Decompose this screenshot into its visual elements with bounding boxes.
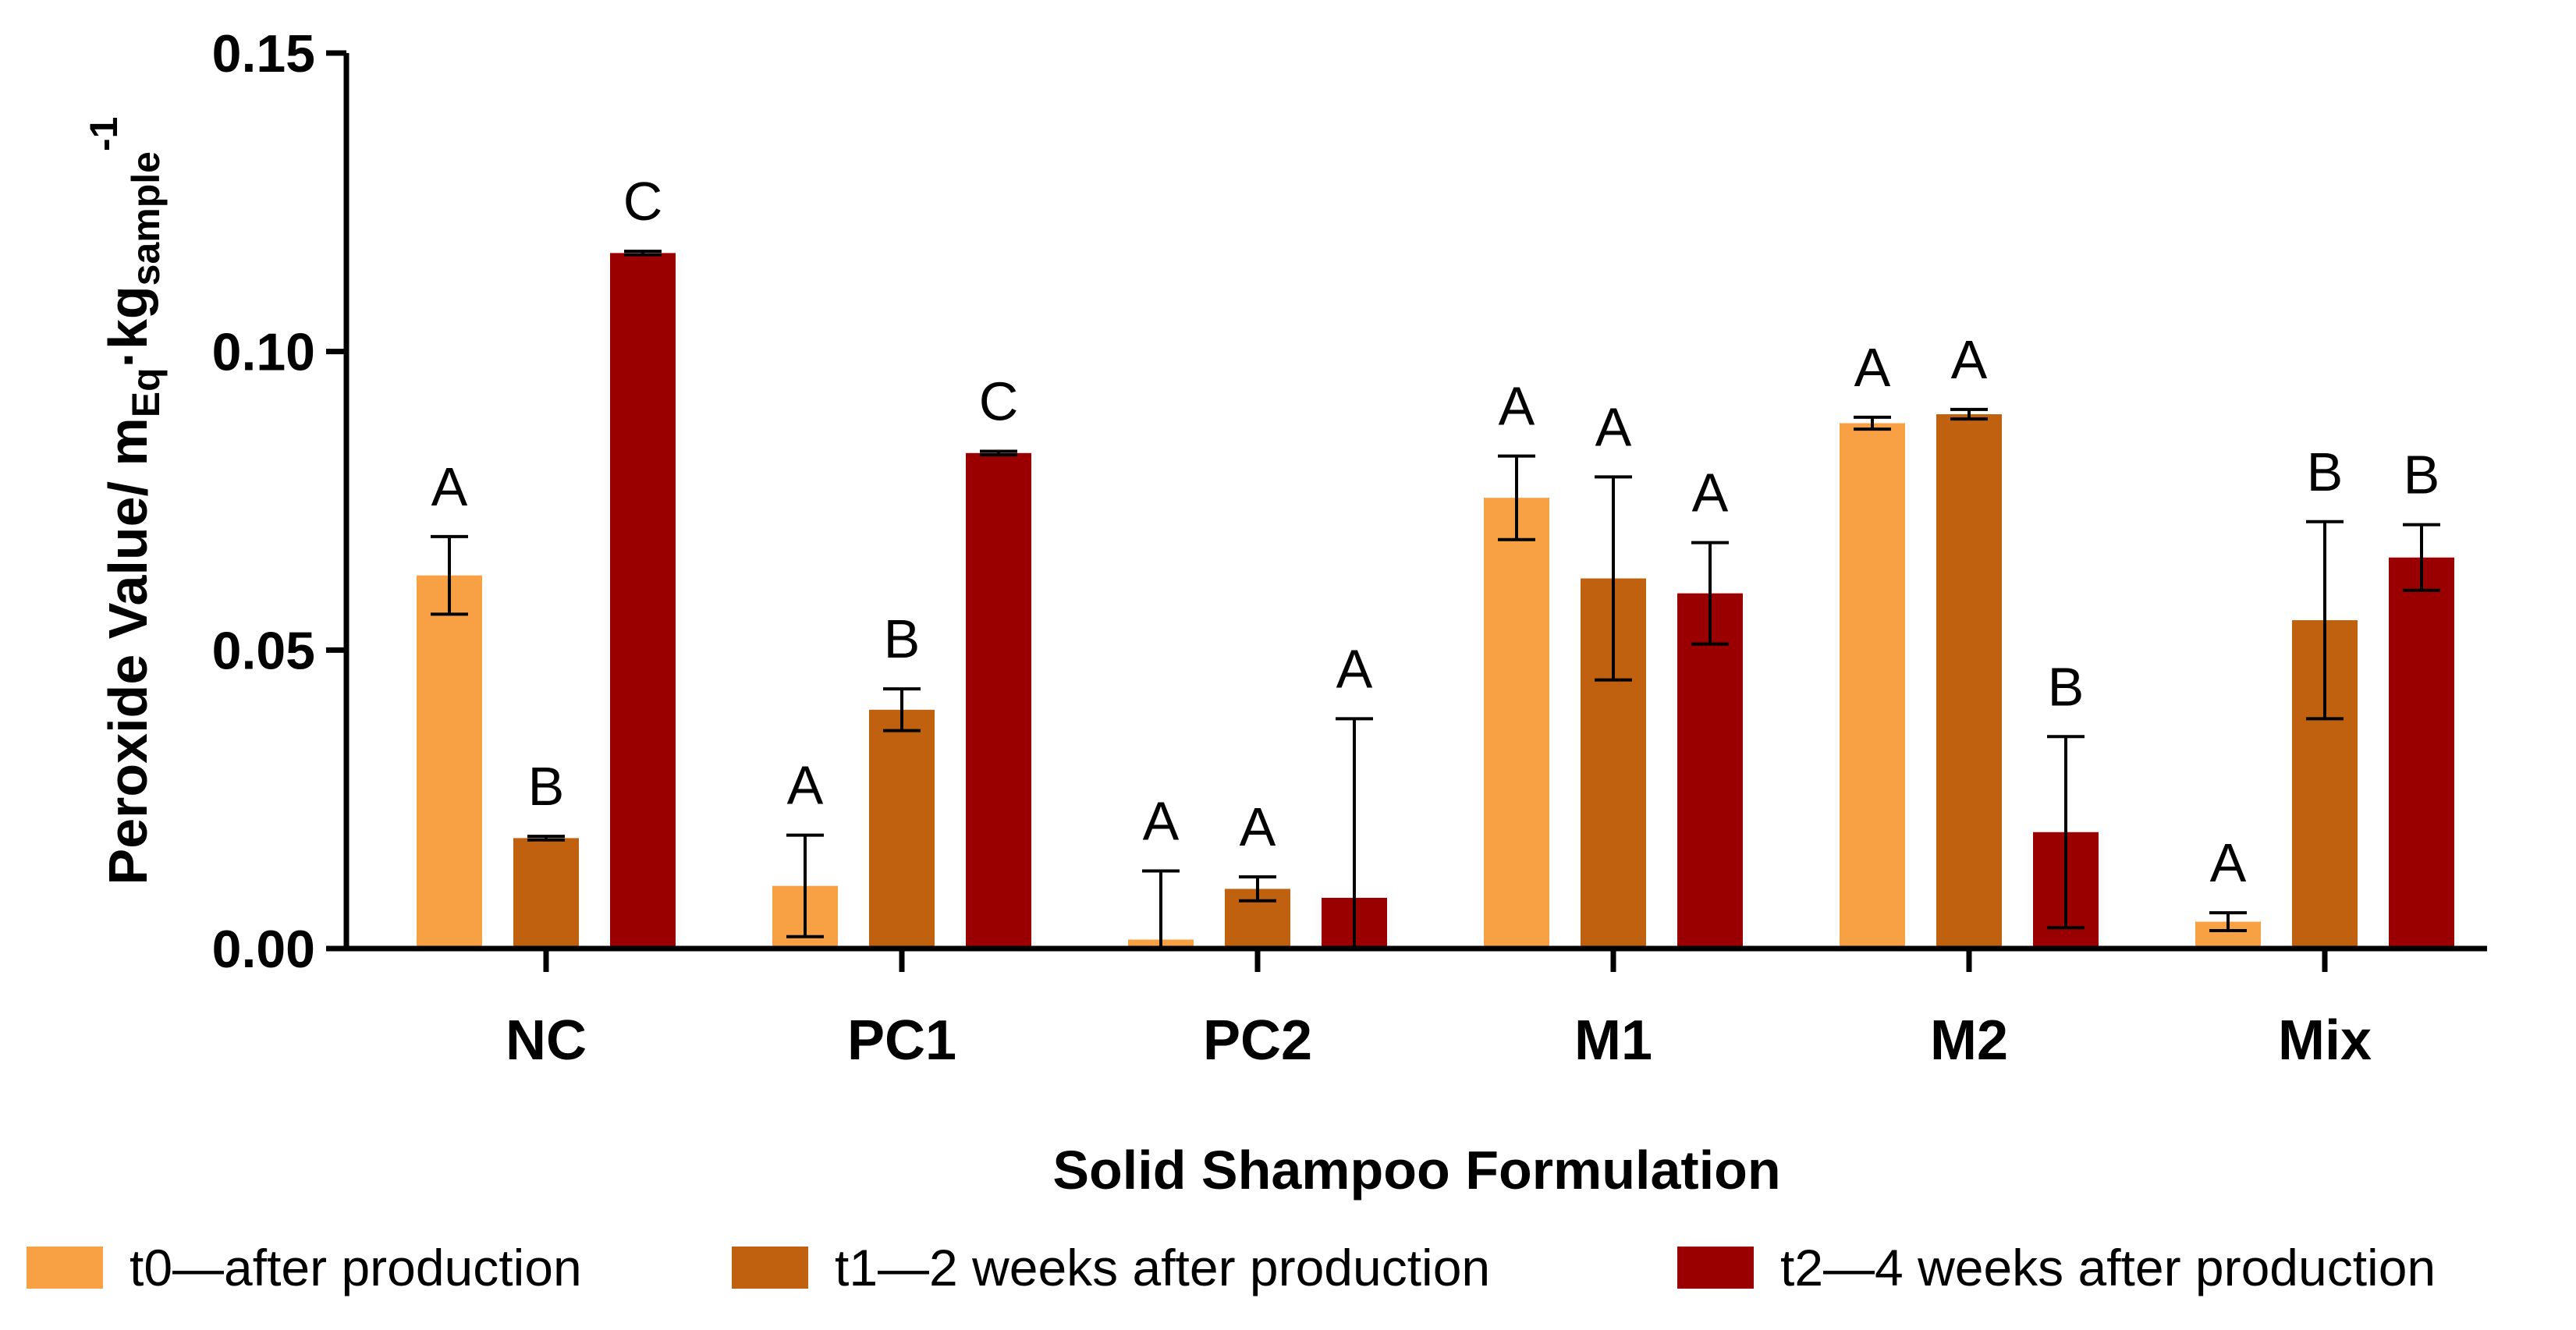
legend-label-s2: t2—4 weeks after production xyxy=(1780,1239,2436,1296)
x-tick-label: M2 xyxy=(1930,1009,2008,1072)
x-tick-label: M1 xyxy=(1574,1009,1652,1072)
legend-layer: t0—after production t1—2 weeks after prod… xyxy=(27,1239,2436,1296)
y-tick-label: 0.05 xyxy=(212,621,315,680)
significance-letter-PC1-s2: C xyxy=(979,371,1019,431)
significance-letter-M1-s1: A xyxy=(1595,396,1632,457)
error-bars-layer xyxy=(431,250,2440,950)
legend-swatch-s1 xyxy=(732,1247,808,1289)
y-tick-label: 0.00 xyxy=(212,920,315,979)
legend-swatch-s2 xyxy=(1677,1247,1754,1289)
bar-M1-s0 xyxy=(1484,498,1549,949)
significance-letter-M2-s0: A xyxy=(1854,337,1891,398)
y-axis-title-main: Peroxide Value/ m xyxy=(98,417,158,885)
significance-letter-M1-s2: A xyxy=(1692,463,1729,523)
significance-letter-PC2-s0: A xyxy=(1143,791,1180,852)
axes-layer: 0.00 0.05 0.10 0.15 NC PC1 PC2 M1 M2 Mix Solid Sha… xyxy=(82,24,2487,1201)
bar-NC-s1 xyxy=(513,838,579,949)
y-axis-title: Peroxide Value/ mEq·kgsample-1 xyxy=(82,117,168,885)
significance-letter-PC1-s0: A xyxy=(787,755,824,816)
legend-label-s1: t1—2 weeks after production xyxy=(835,1239,1490,1296)
y-axis-title-sup: -1 xyxy=(82,117,126,151)
bar-M2-s1 xyxy=(1936,414,2002,949)
x-tick-label: NC xyxy=(506,1009,587,1072)
y-axis-title-sub2: sample xyxy=(124,151,168,286)
significance-letter-M2-s1: A xyxy=(1951,329,1988,390)
bar-PC1-s1 xyxy=(869,709,935,949)
bar-PC1-s2 xyxy=(966,452,1031,949)
y-axis-title-sub1: Eq xyxy=(124,367,168,417)
bar-NC-s0 xyxy=(417,575,482,949)
significance-letter-PC2-s1: A xyxy=(1240,796,1276,857)
y-tick-label: 0.15 xyxy=(212,24,315,83)
x-tick-label: Mix xyxy=(2278,1009,2372,1072)
x-tick-label: PC2 xyxy=(1203,1009,1312,1072)
significance-letter-NC-s1: B xyxy=(528,756,565,817)
y-tick-label: 0.10 xyxy=(212,323,315,382)
bar-M2-s0 xyxy=(1840,423,1905,949)
bar-NC-s2 xyxy=(610,253,676,949)
legend-label-s0: t0—after production xyxy=(130,1239,582,1296)
bar-M1-s2 xyxy=(1677,593,1743,949)
bars-layer xyxy=(417,253,2454,949)
significance-letter-PC2-s2: A xyxy=(1336,638,1373,699)
significance-letter-NC-s2: C xyxy=(623,171,663,232)
bar-Mix-s2 xyxy=(2389,557,2454,949)
x-tick-label: PC1 xyxy=(847,1009,956,1072)
significance-letter-Mix-s1: B xyxy=(2307,442,2344,502)
significance-letter-Mix-s0: A xyxy=(2210,832,2247,893)
significance-letter-M2-s2: B xyxy=(2048,656,2085,717)
significance-letter-PC1-s1: B xyxy=(884,608,921,669)
significance-letter-Mix-s2: B xyxy=(2404,445,2440,505)
x-axis-title: Solid Shampoo Formulation xyxy=(1052,1140,1780,1201)
significance-letter-M1-s0: A xyxy=(1499,376,1535,437)
legend-swatch-s0 xyxy=(27,1247,103,1289)
significance-letter-NC-s0: A xyxy=(431,456,468,517)
y-axis-title-mid: ·kg xyxy=(98,286,158,367)
